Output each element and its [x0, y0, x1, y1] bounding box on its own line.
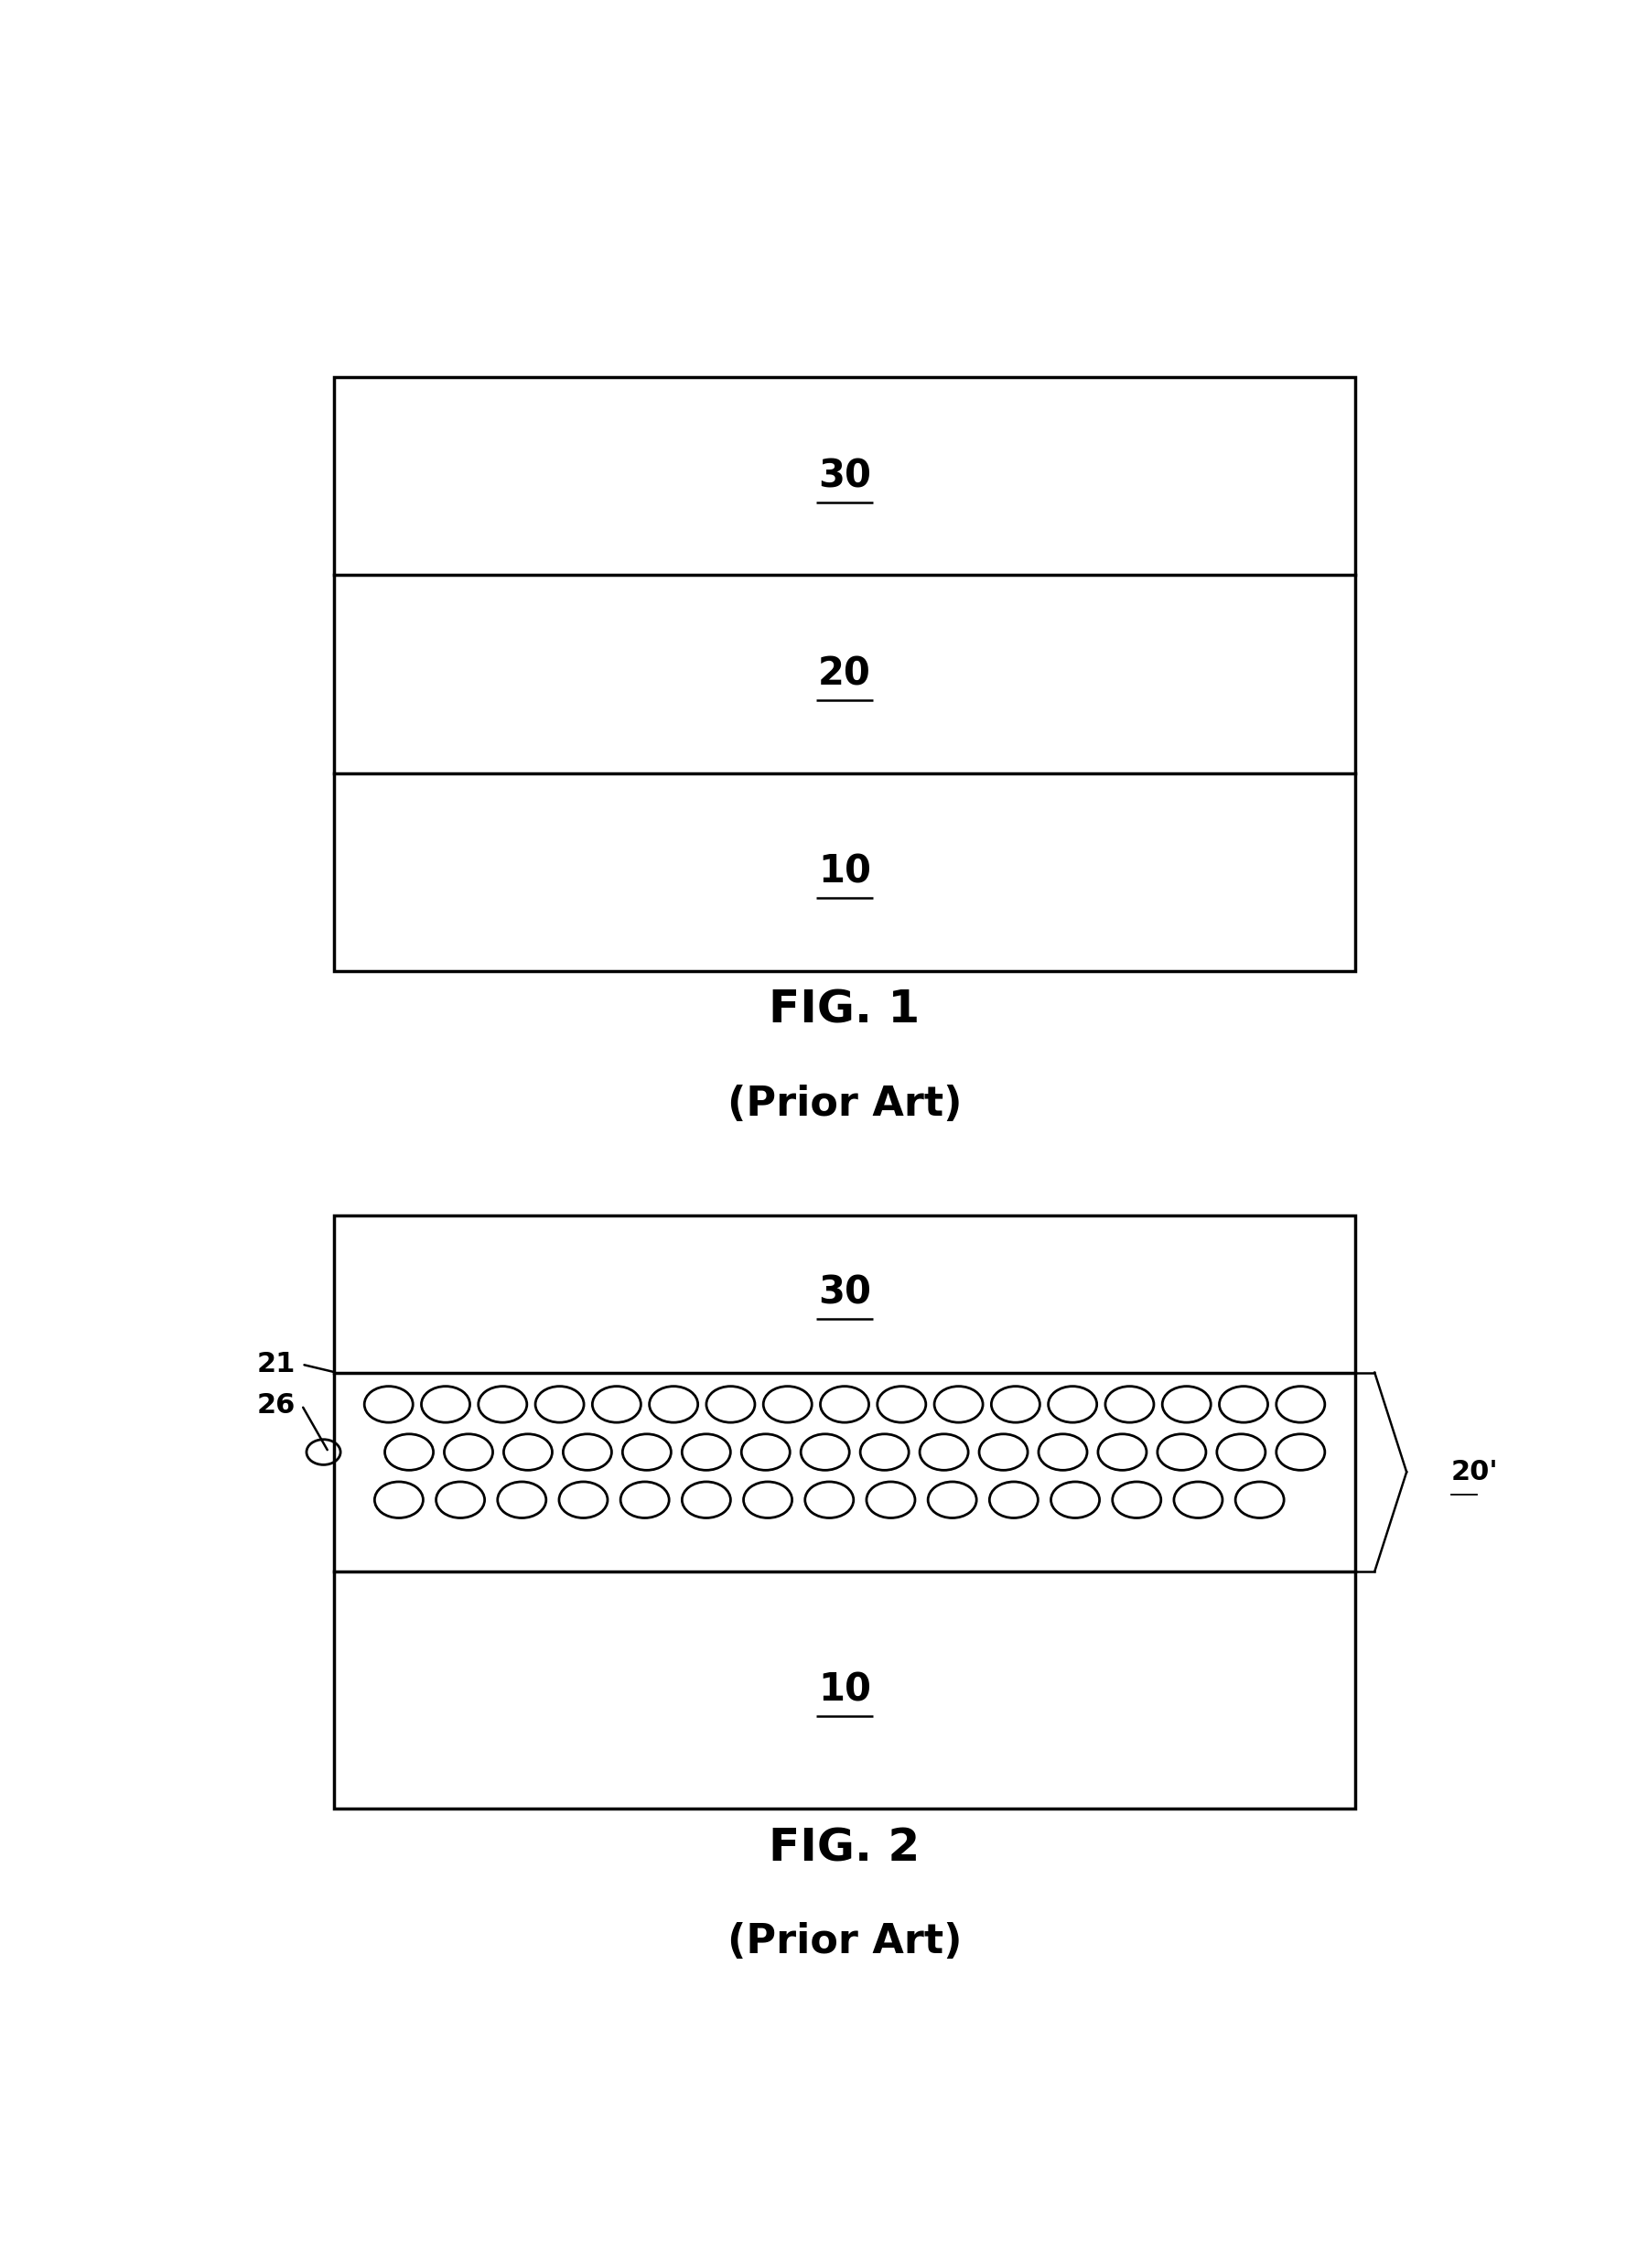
Text: 26: 26 [257, 1393, 295, 1418]
Text: (Prior Art): (Prior Art) [727, 1084, 962, 1123]
Text: FIG. 2: FIG. 2 [770, 1826, 920, 1871]
Text: 21: 21 [257, 1352, 295, 1377]
Text: 10: 10 [817, 853, 872, 891]
Bar [335, 1216, 1356, 1810]
Text: FIG. 1: FIG. 1 [770, 989, 920, 1032]
Text: 30: 30 [817, 1272, 872, 1311]
Text: (Prior Art): (Prior Art) [727, 1923, 962, 1962]
Text: 20': 20' [1452, 1458, 1498, 1486]
Text: 20: 20 [817, 655, 872, 694]
Text: 30: 30 [817, 456, 872, 494]
Bar [335, 376, 1356, 971]
Text: 10: 10 [817, 1672, 872, 1710]
